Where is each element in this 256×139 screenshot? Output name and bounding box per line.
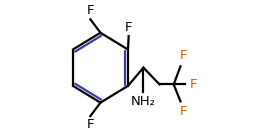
Text: F: F xyxy=(180,49,188,62)
Text: F: F xyxy=(87,118,94,131)
Text: NH₂: NH₂ xyxy=(131,95,156,108)
Text: F: F xyxy=(190,78,197,91)
Text: F: F xyxy=(180,105,188,118)
Text: F: F xyxy=(125,21,132,34)
Text: F: F xyxy=(87,4,94,17)
